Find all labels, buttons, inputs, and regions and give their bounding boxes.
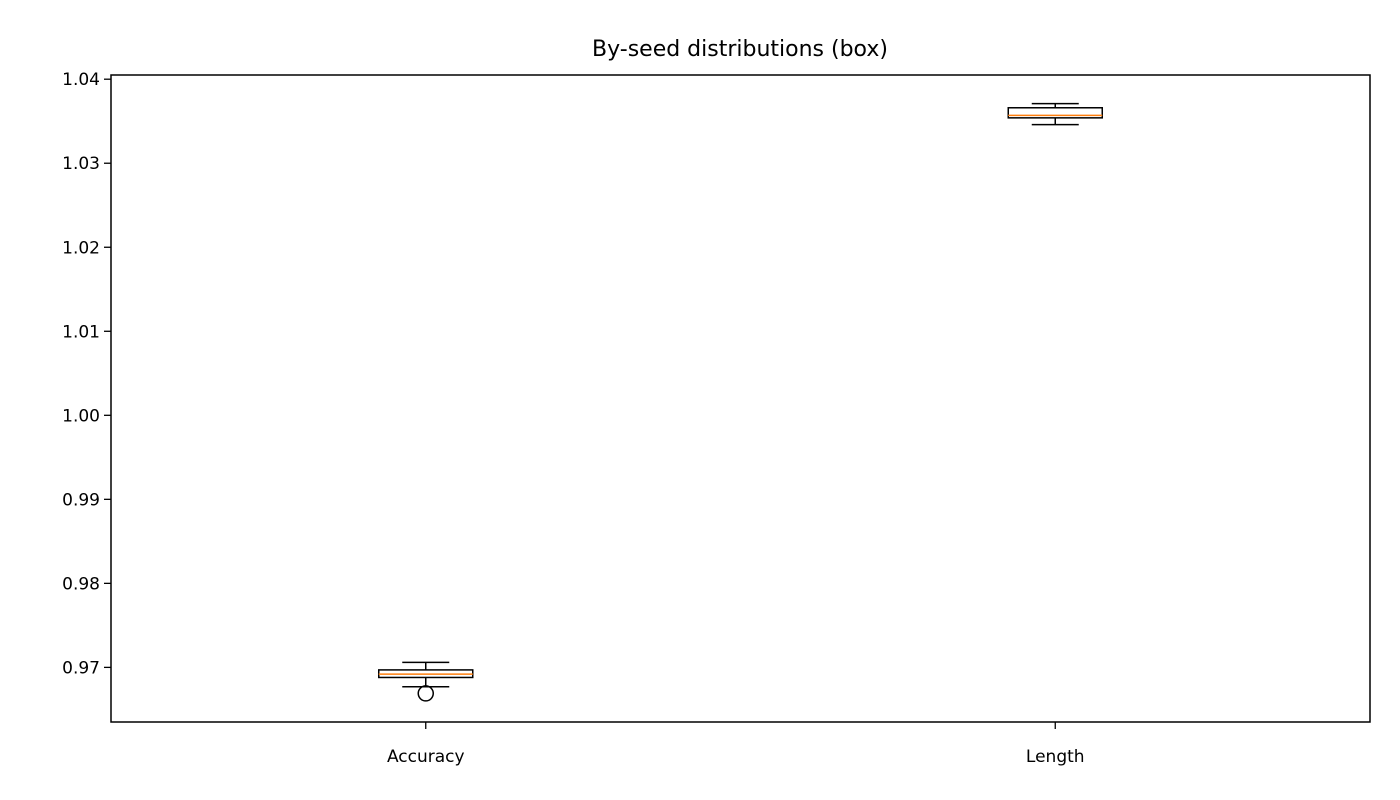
chart-title: By-seed distributions (box) xyxy=(592,37,888,62)
y-axis: 0.97 0.98 0.99 1.00 1.01 1.02 1.03 1.04 xyxy=(62,70,111,678)
y-tick-label: 0.99 xyxy=(62,490,100,510)
y-tick-label: 0.98 xyxy=(62,574,100,594)
plot-frame xyxy=(110,74,1371,723)
y-tick-label: 1.00 xyxy=(62,406,100,426)
outlier-point xyxy=(417,685,434,702)
y-tick-label: 1.02 xyxy=(62,238,100,258)
y-tick-label: 1.03 xyxy=(62,154,100,174)
y-tick-label: 1.01 xyxy=(62,322,100,342)
box-group xyxy=(378,661,474,702)
y-tick-label: 0.97 xyxy=(62,658,100,678)
x-tick-label: Accuracy xyxy=(387,747,465,767)
x-axis: Accuracy Length xyxy=(387,722,1085,767)
y-tick-label: 1.04 xyxy=(62,70,100,90)
x-tick-label: Length xyxy=(1026,747,1085,767)
box-group xyxy=(1007,102,1103,126)
box-iqr xyxy=(1007,107,1103,119)
plot-area xyxy=(378,102,1103,702)
